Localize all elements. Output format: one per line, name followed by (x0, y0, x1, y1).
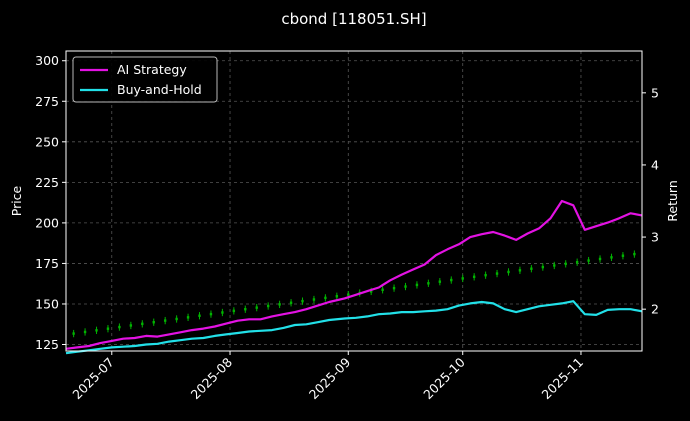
candle-body (495, 272, 499, 275)
series-line-ai-strategy (65, 199, 643, 350)
candle-body (541, 265, 545, 269)
candle-body (472, 275, 476, 279)
candle-body (175, 317, 178, 321)
candle-body (152, 321, 155, 324)
candle-body (392, 286, 396, 290)
chart-title: cbond [118051.SH] (281, 10, 426, 28)
y-tick-label: 150 (35, 296, 59, 311)
candle-body (255, 306, 258, 309)
candle-body (438, 280, 442, 283)
candle-body (163, 319, 167, 322)
candle-body (507, 270, 510, 274)
candle-body (518, 269, 522, 272)
candle-body (598, 257, 602, 261)
candle-body (198, 314, 201, 317)
candle-body (301, 299, 304, 303)
candle-body (129, 324, 133, 327)
candle-body (404, 285, 407, 288)
y-axis-left: 125 150 175 200 225 250 275 300 (35, 53, 66, 352)
candle-body (427, 282, 430, 285)
plot-frame (65, 50, 643, 352)
candle-body (564, 262, 567, 266)
y-tick-label: 300 (35, 53, 59, 68)
candle-body (118, 325, 121, 329)
candle-body (266, 304, 270, 308)
candle-body (312, 298, 316, 301)
candle-body (587, 259, 590, 262)
y2-axis-label: Return (665, 180, 680, 221)
y-tick-label: 200 (35, 215, 59, 230)
candle-body (530, 267, 533, 270)
candle-body (621, 254, 625, 257)
candle-body (106, 327, 110, 330)
y2-tick-label: 3 (651, 230, 659, 245)
candle-body (415, 283, 419, 287)
legend-box (72, 56, 218, 103)
candles (72, 250, 636, 338)
candle-body (369, 290, 373, 293)
candle-body (244, 308, 247, 311)
candle-body (610, 256, 613, 259)
candle-body (324, 296, 327, 300)
candle-body (347, 293, 350, 296)
candle-body (232, 309, 236, 313)
y-tick-label: 175 (35, 256, 59, 271)
candle-body (461, 277, 464, 280)
candle-body (209, 312, 213, 316)
candle-body (95, 329, 98, 332)
candle-body (450, 278, 453, 282)
candle-body (141, 322, 144, 326)
y-axis-right: 2 3 4 5 (642, 85, 659, 317)
candle-body (221, 311, 224, 314)
y-tick-label: 225 (35, 175, 59, 190)
candle-body (83, 330, 87, 334)
candle-body (186, 316, 190, 319)
legend-label-ai: AI Strategy (117, 62, 187, 77)
legend: AI Strategy Buy-and-Hold (72, 56, 218, 103)
y-axis-label: Price (9, 185, 24, 216)
candle-body (289, 301, 293, 304)
candle-body (633, 252, 636, 256)
y-tick-label: 250 (35, 134, 59, 149)
candle-body (72, 332, 75, 335)
candle-body (278, 303, 281, 306)
candle-body (381, 288, 384, 291)
y2-tick-label: 2 (651, 302, 659, 317)
candle-body (335, 295, 339, 298)
y2-tick-label: 5 (651, 85, 659, 100)
series-lines (65, 199, 643, 355)
y-tick-label: 125 (35, 337, 59, 352)
candle-body (484, 273, 487, 277)
y-tick-label: 275 (35, 94, 59, 109)
y2-tick-label: 4 (651, 157, 659, 172)
candle-body (553, 264, 556, 267)
candle-body (575, 261, 579, 264)
series-line-buy-and-hold (65, 300, 643, 355)
legend-label-bh: Buy-and-Hold (117, 82, 202, 97)
